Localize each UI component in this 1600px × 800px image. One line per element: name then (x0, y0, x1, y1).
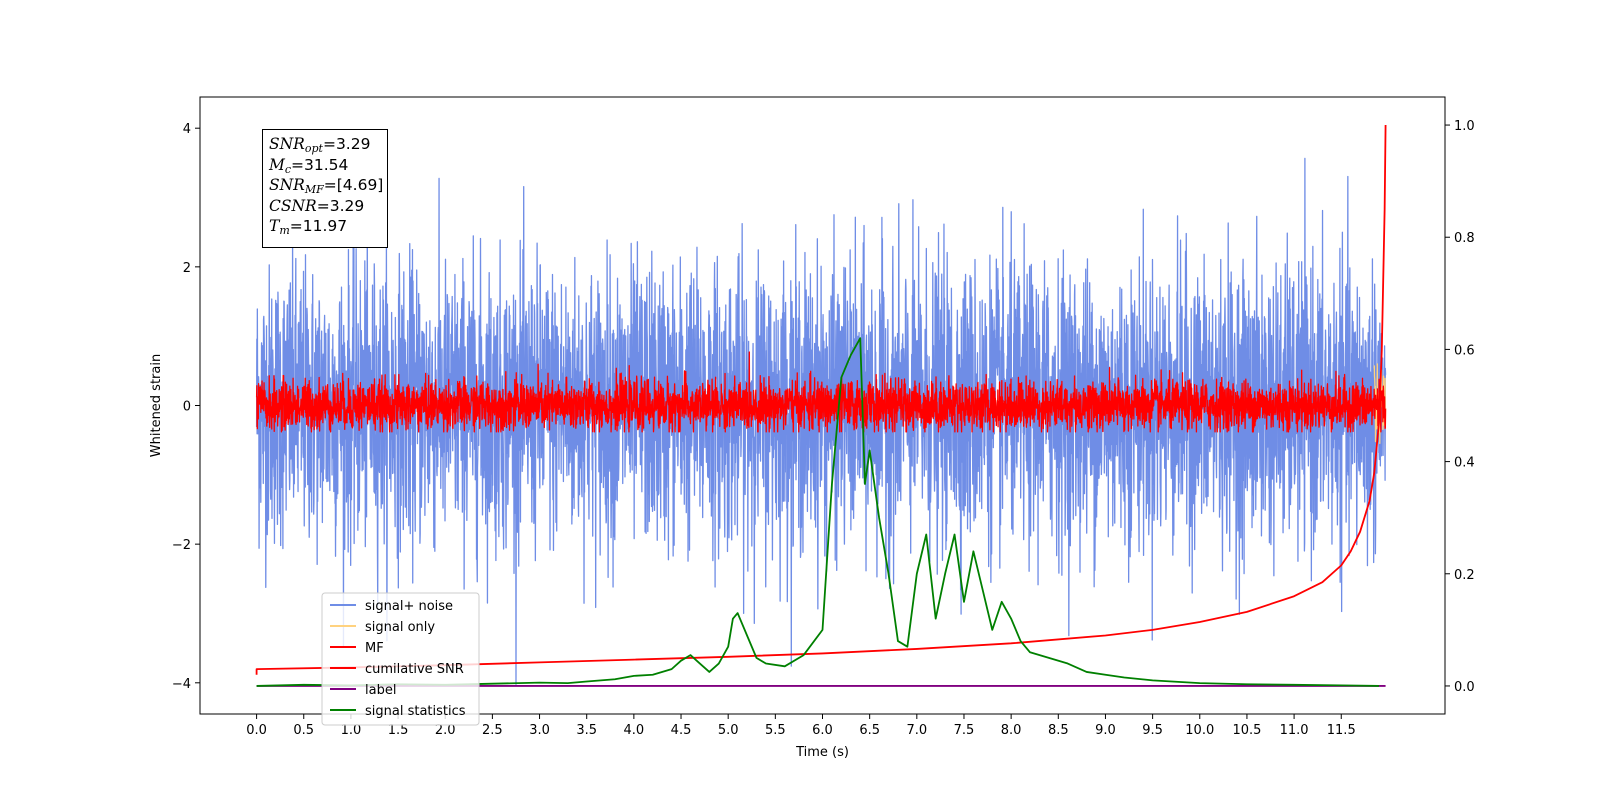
x-tick-label: 11.0 (1280, 723, 1309, 738)
x-tick-label: 2.5 (482, 723, 503, 738)
annotation-tm: Tm=11.97 (269, 217, 348, 237)
x-tick-label: 10.5 (1232, 723, 1261, 738)
legend-box (321, 592, 480, 726)
x-tick-label: 0.5 (293, 723, 314, 738)
annotation-mc: Mc=31.54 (269, 155, 349, 176)
series-signal-statistics-line (256, 337, 1379, 687)
y2-tick-label: 0.6 (1454, 343, 1475, 358)
y-tick-label: 0 (183, 400, 191, 415)
x-tick-label: 3.5 (576, 723, 597, 738)
series-cumilative-snr-line (255, 125, 1387, 675)
x-tick-label: 1.5 (388, 723, 409, 738)
series-signal-noise-line (255, 157, 1387, 685)
annotation-csnr: CSNR=3.29 (269, 196, 365, 215)
x-tick-label: 6.5 (859, 723, 880, 738)
legend: signal+ noise signal only MF cumilative SNR… (321, 592, 480, 726)
legend-entry: cumilative SNR (365, 662, 464, 677)
legend-entry: MF (365, 641, 384, 656)
annotation-snr-mf: SNRMF=[4.69] (269, 176, 384, 196)
y2-tick-label: 0.8 (1454, 231, 1475, 246)
y2-tick-label: 0.2 (1454, 568, 1475, 583)
x-axis-label: Time (s) (795, 745, 849, 760)
x-tick-label: 9.5 (1142, 723, 1163, 738)
y-tick-label: 2 (183, 261, 191, 276)
y2-tick-label: 0.4 (1454, 456, 1475, 471)
x-tick-label: 0.0 (246, 723, 267, 738)
annotation-snr-opt: SNRopt=3.29 (269, 135, 371, 155)
x-tick-label: 4.5 (671, 723, 692, 738)
x-tick-label: 7.0 (906, 723, 927, 738)
legend-entry: label (365, 683, 396, 698)
axes: 0.0 0.5 1.0 1.5 2.0 2.5 3.0 3.5 4.0 4.5 5.0 5.5 6.0 6… (172, 96, 1475, 738)
y-tick-label: −2 (172, 538, 191, 553)
legend-entry: signal statistics (365, 704, 466, 719)
x-tick-label: 8.0 (1001, 723, 1022, 738)
x-tick-label: 7.5 (954, 723, 975, 738)
x-tick-label: 11.5 (1327, 723, 1356, 738)
x-tick-label: 10.0 (1185, 723, 1214, 738)
series-mf-line (255, 351, 1387, 433)
y-tick-label: −4 (172, 677, 191, 692)
x-tick-label: 5.0 (718, 723, 739, 738)
y2-tick-label: 0.0 (1454, 680, 1475, 695)
x-tick-label: 9.0 (1095, 723, 1116, 738)
legend-entry: signal only (365, 620, 435, 635)
stats-annotation-box: SNRopt=3.29 Mc=31.54 SNRMF=[4.69] CSNR=3… (262, 129, 388, 248)
x-tick-label: 3.0 (529, 723, 550, 738)
x-tick-label: 1.0 (341, 723, 362, 738)
y2-tick-label: 1.0 (1454, 119, 1475, 134)
x-tick-label: 4.0 (624, 723, 645, 738)
y-axis-label: Whitened strain (149, 354, 164, 457)
x-tick-label: 5.5 (765, 723, 786, 738)
x-tick-label: 2.0 (435, 723, 456, 738)
x-tick-label: 6.0 (812, 723, 833, 738)
x-tick-label: 8.5 (1048, 723, 1069, 738)
y-tick-label: 4 (183, 122, 191, 137)
legend-entry: signal+ noise (365, 599, 453, 614)
